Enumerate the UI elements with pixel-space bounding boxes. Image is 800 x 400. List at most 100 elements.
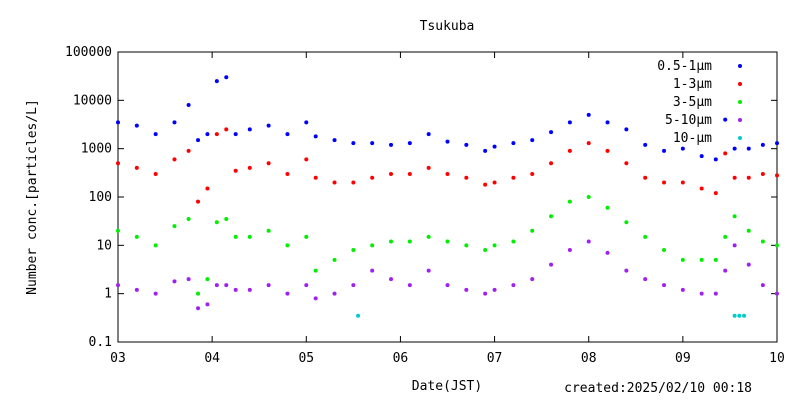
- data-point: [605, 205, 610, 210]
- data-point: [699, 257, 704, 262]
- data-point: [313, 175, 318, 180]
- x-tick-label: 08: [581, 351, 597, 366]
- data-point: [116, 120, 120, 125]
- data-point: [760, 283, 765, 288]
- data-point: [732, 146, 737, 151]
- data-point: [134, 234, 139, 239]
- data-point: [266, 161, 271, 166]
- data-point: [699, 154, 704, 159]
- data-point: [247, 287, 252, 292]
- data-point: [224, 217, 229, 222]
- data-point: [775, 291, 779, 296]
- data-point: [586, 141, 591, 146]
- data-point: [351, 141, 356, 146]
- data-point: [153, 171, 158, 176]
- data-point: [549, 161, 554, 166]
- data-point: [196, 291, 201, 296]
- data-point: [205, 132, 210, 137]
- data-point: [760, 171, 765, 176]
- data-point: [285, 132, 290, 137]
- data-point: [760, 142, 765, 147]
- axis-ticks: 0.1 1 10 100 1000 10000 100000 03 04 05 06 07 08 09 10: [65, 45, 785, 366]
- data-point: [775, 173, 779, 178]
- data-point: [407, 171, 412, 176]
- legend-label: 0.5-1μm: [657, 59, 712, 74]
- data-point: [266, 123, 271, 128]
- data-point: [304, 234, 309, 239]
- data-point: [586, 195, 591, 199]
- data-point: [483, 248, 488, 253]
- data-point: [214, 132, 219, 137]
- data-point: [760, 239, 765, 244]
- x-tick-label: 06: [393, 351, 409, 366]
- data-point: [511, 141, 516, 146]
- data-point: [389, 239, 394, 244]
- data-point: [134, 287, 139, 292]
- data-point: [680, 257, 685, 262]
- data-point: [530, 277, 535, 282]
- data-point: [464, 243, 469, 248]
- data-point: [775, 243, 779, 248]
- data-point: [351, 180, 356, 185]
- legend-marker: [738, 64, 742, 68]
- data-point: [662, 180, 667, 185]
- data-point: [214, 283, 219, 288]
- data-point: [370, 243, 375, 248]
- data-point: [172, 120, 177, 125]
- data-point: [492, 144, 497, 149]
- data-point: [370, 175, 375, 180]
- data-point: [172, 279, 177, 284]
- data-point: [186, 277, 191, 282]
- data-point: [134, 165, 139, 170]
- data-point: [530, 138, 535, 143]
- data-point: [426, 132, 431, 137]
- data-point: [313, 134, 318, 139]
- data-point: [492, 243, 497, 248]
- data-point: [732, 313, 737, 318]
- data-point: [389, 277, 394, 282]
- data-point: [483, 182, 488, 187]
- data-point: [699, 186, 704, 191]
- data-point: [247, 234, 252, 239]
- data-point: [492, 287, 497, 292]
- data-point: [723, 117, 728, 122]
- legend-label: 3-5μm: [673, 95, 712, 110]
- data-point: [224, 283, 229, 288]
- data-point: [233, 132, 238, 137]
- data-point: [723, 268, 728, 273]
- data-point: [483, 148, 488, 153]
- data-point: [196, 199, 201, 204]
- data-point: [186, 103, 191, 108]
- data-point: [116, 161, 120, 166]
- data-point: [389, 142, 394, 147]
- data-point: [624, 220, 629, 225]
- data-point: [426, 234, 431, 239]
- y-tick-label: 100000: [65, 45, 112, 60]
- legend-label: 5-10μm: [665, 113, 712, 128]
- data-point: [445, 239, 450, 244]
- x-tick-label: 03: [110, 351, 126, 366]
- data-point: [643, 277, 648, 282]
- data-point: [624, 127, 629, 132]
- data-point: [662, 248, 667, 253]
- legend: 0.5-1μm 1-3μm 3-5μm 5-10μm 10-μm: [657, 59, 742, 146]
- data-point: [511, 239, 516, 244]
- data-point: [464, 287, 469, 292]
- data-point: [567, 120, 572, 125]
- data-point: [247, 165, 252, 170]
- data-point: [605, 250, 610, 255]
- data-point: [605, 120, 610, 125]
- data-point: [586, 239, 591, 244]
- data-point: [723, 151, 728, 156]
- data-point: [662, 148, 667, 153]
- data-point: [214, 79, 219, 84]
- data-point: [511, 175, 516, 180]
- data-point: [233, 287, 238, 292]
- data-point: [426, 268, 431, 273]
- data-point: [624, 161, 629, 166]
- data-point: [172, 157, 177, 162]
- data-point: [445, 171, 450, 176]
- data-point: [445, 139, 450, 144]
- data-point: [153, 291, 158, 296]
- data-point: [196, 306, 201, 311]
